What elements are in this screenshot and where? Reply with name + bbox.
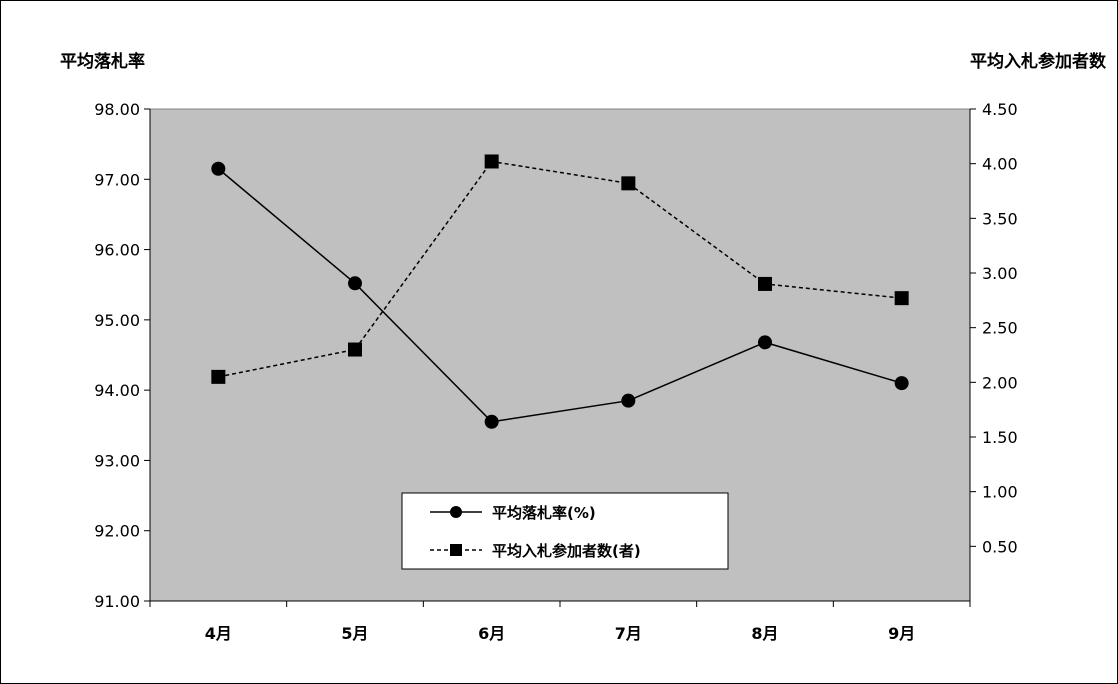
axes [144,108,976,607]
series-2-point [484,154,499,169]
series-1-point [211,161,226,176]
series-layer [211,154,909,429]
y-right-tick-label: 3.00 [982,264,1018,283]
y-left-tick-label: 98.00 [94,100,140,119]
y-left-tick-label: 93.00 [94,451,140,470]
y-right-tick-label: 3.50 [982,209,1018,228]
series-line-2 [218,160,902,378]
series-2-point [894,291,909,306]
series-line-1 [217,168,902,423]
legend-marker-series-2 [450,544,462,556]
series-2-point [758,276,772,291]
y-left-tick-label: 95.00 [94,311,140,330]
y-right-tick-label: 4.00 [982,155,1018,174]
y-right-tick-label: 2.00 [982,373,1018,392]
legend-box [401,492,729,570]
y-left-axis-title: 平均落札率 [60,51,145,72]
series-2-point [348,342,362,357]
y-right-tick-label: 0.50 [982,537,1018,556]
y-left-tick-labels: 98.00 97.00 96.00 95.00 94.00 93.00 92.00 91.00 [94,100,140,611]
series-1-point [758,335,772,350]
y-left-tick-label: 96.00 [94,241,140,260]
y-right-tick-label: 1.00 [982,483,1018,502]
legend-label-series-2: 平均入札参加者数(者) [492,542,641,560]
x-category-label: 8月 [751,624,778,643]
y-right-axis-title: 平均入札参加者数 [970,51,1107,72]
x-category-label: 9月 [888,624,915,643]
series-1-point [621,393,636,408]
y-right-tick-label: 4.50 [982,100,1018,119]
y-left-tick-label: 94.00 [94,381,140,400]
legend: 平均落札率(%) 平均入札参加者数(者) [401,492,729,570]
series-1-point [348,276,362,291]
y-right-tick-labels: 4.50 4.00 3.50 3.00 2.50 2.00 1.50 1.00 0.50 [982,100,1018,556]
y-right-tick-label: 1.50 [982,428,1018,447]
series-1-point [484,414,499,429]
legend-marker-series-1 [450,506,462,518]
legend-label-series-1: 平均落札率(%) [492,504,596,522]
x-category-labels: 4月 5月 6月 7月 8月 9月 [205,624,915,643]
y-left-tick-label: 91.00 [94,592,140,611]
series-2-point [211,369,226,384]
series-2-point [621,176,636,191]
x-category-label: 6月 [478,624,505,643]
x-category-label: 5月 [341,624,368,643]
series-1-point [894,376,909,391]
x-category-label: 4月 [205,624,232,643]
y-left-tick-label: 92.00 [94,522,140,541]
y-left-tick-label: 97.00 [94,170,140,189]
y-right-tick-label: 2.50 [982,319,1018,338]
x-category-label: 7月 [615,624,642,643]
